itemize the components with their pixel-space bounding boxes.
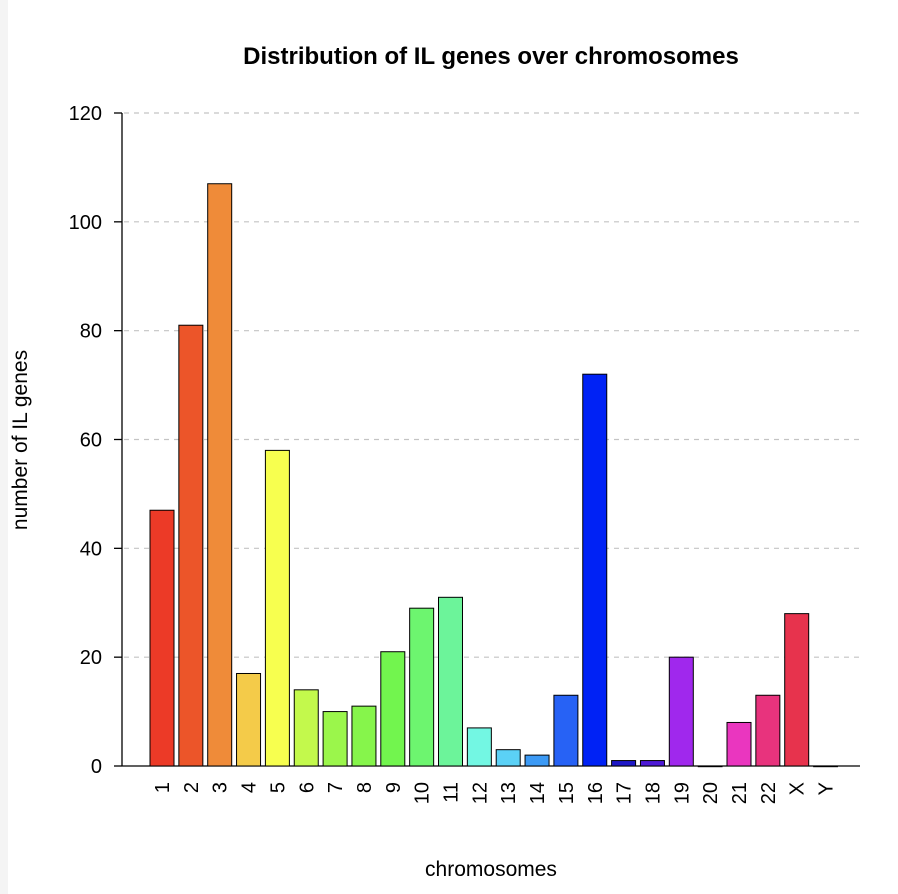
bar-chr-16	[582, 373, 608, 767]
bar-chr-1	[149, 509, 175, 767]
bar-chr-5	[264, 449, 290, 767]
x-tick-label: 1	[152, 782, 174, 793]
gridlines	[124, 112, 860, 658]
y-tick-label: 20	[80, 647, 102, 669]
bar-chr-4	[236, 672, 262, 767]
bar-chr-14	[524, 754, 550, 767]
bar-chr-17	[611, 760, 637, 767]
y-tick-label: 0	[91, 756, 102, 778]
x-tick-label: 14	[527, 782, 549, 804]
y-axis-label: number of IL genes	[9, 350, 32, 530]
bar-chr-8	[351, 705, 377, 767]
y-tick-label: 60	[80, 430, 102, 452]
bar-chr-11	[438, 596, 463, 767]
x-tick-label: 13	[498, 782, 520, 804]
bar-chr-7	[322, 711, 348, 767]
x-tick-label: 18	[642, 782, 664, 804]
bars	[149, 183, 838, 768]
x-tick-label: 17	[614, 782, 636, 804]
bar-chr-3	[207, 183, 233, 767]
y-tick-labels: 0 20 40 60 80 100 120	[69, 103, 102, 778]
bar-chr-Y	[813, 765, 838, 768]
bar-chr-21	[726, 721, 752, 767]
bar-chr-20	[697, 765, 723, 768]
bar-chr-X	[784, 613, 810, 767]
x-tick-label: 7	[325, 782, 347, 793]
bar-chr-6	[293, 689, 319, 767]
y-tick-label: 120	[69, 103, 102, 125]
x-tick-label: 4	[239, 782, 261, 793]
bar-chr-12	[466, 727, 492, 767]
x-tick-label: 22	[758, 782, 780, 804]
bar-chr-10	[409, 607, 435, 767]
y-tick-label: 100	[69, 212, 102, 234]
bar-chart: Distribution of IL genes over chromosome…	[9, 43, 860, 881]
x-tick-label: 20	[700, 782, 722, 804]
bar-chr-18	[639, 760, 665, 767]
x-tick-label: 21	[729, 782, 751, 804]
bar-chr-22	[755, 694, 781, 767]
x-tick-label: 15	[556, 782, 578, 804]
x-tick-label: X	[787, 782, 809, 795]
x-tick-label: 6	[296, 782, 318, 793]
x-tick-label: 11	[441, 782, 463, 803]
x-tick-labels: 1 2 3 4 5 6 7 8 9 10 11 12 13 14 15 16 17 18 19 20 21 22 X Y	[152, 782, 838, 804]
x-tick-label: Y	[816, 782, 838, 795]
bar-chr-9	[380, 651, 406, 767]
y-tick-label: 40	[80, 538, 102, 560]
x-tick-label: 8	[354, 782, 376, 793]
x-tick-label: 3	[210, 782, 232, 793]
x-tick-label: 10	[412, 782, 434, 804]
bar-chr-19	[668, 656, 694, 767]
x-tick-label: 16	[585, 782, 607, 804]
bar-chr-15	[553, 694, 579, 767]
plot-panel: Distribution of IL genes over chromosome…	[8, 0, 898, 894]
x-tick-label: 9	[383, 782, 405, 793]
x-tick-label: 2	[181, 782, 203, 793]
chart-title: Distribution of IL genes over chromosome…	[243, 43, 739, 70]
bar-chr-13	[495, 749, 521, 767]
bar-chr-2	[178, 324, 204, 767]
x-tick-label: 12	[469, 782, 491, 804]
x-tick-label: 5	[267, 782, 289, 793]
x-axis-label: chromosomes	[425, 858, 557, 881]
y-tick-label: 80	[80, 321, 102, 343]
x-tick-label: 19	[671, 782, 693, 804]
